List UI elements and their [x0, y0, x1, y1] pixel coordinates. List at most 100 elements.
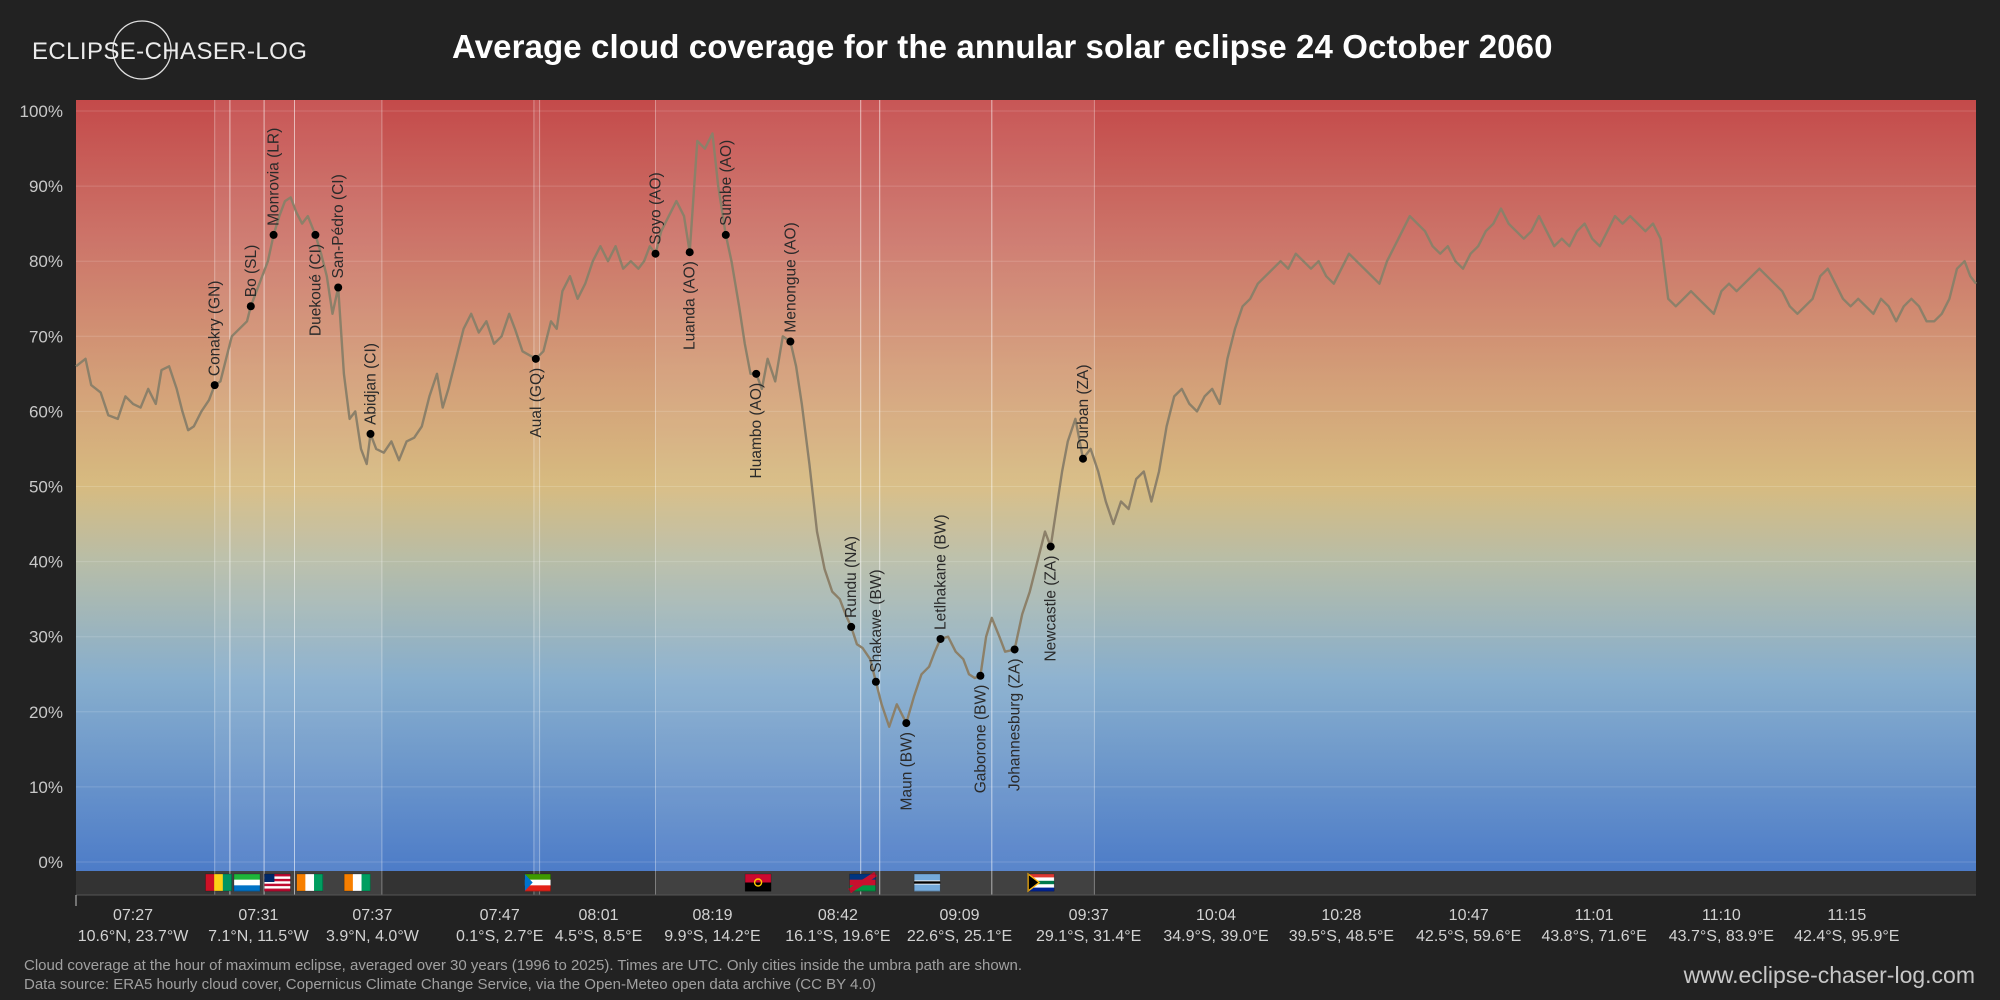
- x-tick-coord: 0.1°S, 2.7°E: [456, 928, 544, 945]
- city-label: Bo (SL): [243, 245, 260, 298]
- x-tick-time: 08:01: [578, 907, 618, 924]
- footnote-line-1: Cloud coverage at the hour of maximum ec…: [24, 957, 1022, 974]
- country-band-LR: [264, 100, 295, 895]
- x-tick-coord: 42.4°S, 95.9°E: [1794, 928, 1899, 945]
- city-label: Sumbe (AO): [718, 140, 735, 226]
- y-tick-label: 0%: [38, 853, 63, 872]
- flag-za: [1027, 872, 1055, 893]
- flag-na: [848, 871, 877, 894]
- city-label: Monrovia (LR): [266, 128, 283, 226]
- y-tick-label: 30%: [29, 628, 63, 647]
- city-marker: [311, 230, 320, 239]
- city-marker: [1010, 645, 1019, 654]
- y-tick-label: 10%: [29, 778, 63, 797]
- city-label: Conakry (GN): [207, 281, 224, 377]
- x-tick-coord: 3.9°N, 4.0°W: [326, 928, 420, 945]
- x-tick-coord: 4.5°S, 8.5°E: [555, 928, 643, 945]
- city-marker: [936, 634, 945, 643]
- flag-strip: [76, 871, 1976, 895]
- city-label: Letlhakane (BW): [933, 514, 950, 629]
- city-marker: [847, 622, 856, 631]
- flag-ci: [296, 873, 324, 892]
- x-tick-time: 10:04: [1196, 907, 1236, 924]
- country-band-GN: [214, 100, 230, 895]
- x-tick-coord: 39.5°S, 48.5°E: [1289, 928, 1394, 945]
- x-tick-time: 11:01: [1575, 907, 1614, 924]
- footnote-line-2: Data source: ERA5 hourly cloud cover, Co…: [24, 976, 876, 993]
- x-tick-coord: 43.7°S, 83.9°E: [1669, 928, 1774, 945]
- x-tick-time: 07:31: [238, 907, 278, 924]
- flag-bw: [913, 873, 941, 892]
- y-tick-label: 80%: [29, 252, 63, 271]
- city-marker: [721, 230, 730, 239]
- city-marker: [366, 429, 375, 438]
- y-tick-label: 40%: [29, 553, 63, 572]
- y-tick-label: 100%: [20, 102, 63, 121]
- city-marker: [1046, 542, 1055, 551]
- x-tick-coord: 42.5°S, 59.6°E: [1416, 928, 1521, 945]
- logo-text: ECLIPSE-CHASER-LOG: [32, 38, 307, 65]
- y-tick-label: 50%: [29, 478, 63, 497]
- x-tick-coord: 43.8°S, 71.6°E: [1541, 928, 1646, 945]
- city-marker: [269, 230, 278, 239]
- city-label: San-Pédro (CI): [330, 174, 347, 278]
- x-tick-coord: 7.1°N, 11.5°W: [208, 928, 309, 945]
- flag-gn: [205, 873, 232, 892]
- x-tick-time: 10:28: [1321, 907, 1361, 924]
- country-band-GQ: [533, 100, 540, 895]
- x-tick-time: 11:10: [1702, 907, 1741, 924]
- city-label: Duekoué (CI): [307, 244, 324, 336]
- x-tick-coord: 9.9°S, 14.2°E: [664, 928, 760, 945]
- city-label: Johannesburg (ZA): [1007, 658, 1024, 791]
- city-marker: [334, 283, 343, 292]
- country-band-CI: [294, 100, 382, 895]
- y-tick-label: 20%: [29, 703, 63, 722]
- country-band-NA: [860, 100, 880, 895]
- city-marker: [902, 719, 911, 728]
- country-band-AO: [655, 100, 861, 895]
- x-tick-time: 10:47: [1449, 907, 1489, 924]
- y-axis: 0% 10% 20% 30% 40% 50% 60% 70% 80% 90% 100%: [20, 102, 63, 872]
- city-label: Huambo (AO): [748, 383, 765, 479]
- country-bands: [214, 100, 1095, 895]
- country-flags: [205, 871, 1055, 894]
- city-marker: [685, 248, 694, 257]
- country-band-ZA: [991, 100, 1095, 895]
- city-marker: [871, 677, 880, 686]
- flag-ci: [343, 873, 371, 892]
- city-label: Durban (ZA): [1075, 364, 1092, 449]
- x-axis: 07:27 10.6°N, 23.7°W 07:31 7.1°N, 11.5°W 07:…: [75, 895, 1899, 945]
- city-label: Gaborone (BW): [972, 685, 989, 794]
- city-label: Aual (GQ): [528, 368, 545, 438]
- logo: ECLIPSE-CHASER-LOG: [32, 20, 307, 80]
- flag-sl: [233, 873, 261, 892]
- city-label: Menongue (AO): [782, 222, 799, 332]
- city-label: Rundu (NA): [843, 536, 860, 618]
- city-label: Newcastle (ZA): [1043, 556, 1060, 662]
- chart-title: Average cloud coverage for the annular s…: [452, 28, 1553, 65]
- grid: [76, 110, 1976, 863]
- x-tick-time: 09:09: [939, 907, 979, 924]
- city-label: Shakawe (BW): [868, 569, 885, 672]
- x-tick-time: 07:47: [480, 907, 520, 924]
- city-marker: [752, 369, 761, 378]
- y-tick-label: 60%: [29, 402, 63, 421]
- plot-background: [76, 100, 1976, 871]
- city-marker: [976, 671, 985, 680]
- x-tick-time: 08:19: [692, 907, 732, 924]
- city-marker: [651, 249, 660, 258]
- city-label: Maun (BW): [898, 732, 915, 810]
- flag-lr: [264, 873, 291, 892]
- x-tick-time: 11:15: [1827, 907, 1866, 924]
- city-marker: [1079, 454, 1087, 463]
- city-label: Soyo (AO): [648, 172, 665, 244]
- x-tick-coord: 34.9°S, 39.0°E: [1163, 928, 1268, 945]
- x-tick-coord: 16.1°S, 19.6°E: [785, 928, 890, 945]
- y-tick-label: 70%: [29, 327, 63, 346]
- x-tick-time: 08:42: [818, 907, 858, 924]
- flag-gq: [524, 873, 552, 892]
- city-label: Abidjan (CI): [363, 343, 380, 425]
- website-url: www.eclipse-chaser-log.com: [1683, 962, 1975, 988]
- footnote: Cloud coverage at the hour of maximum ec…: [24, 956, 1022, 994]
